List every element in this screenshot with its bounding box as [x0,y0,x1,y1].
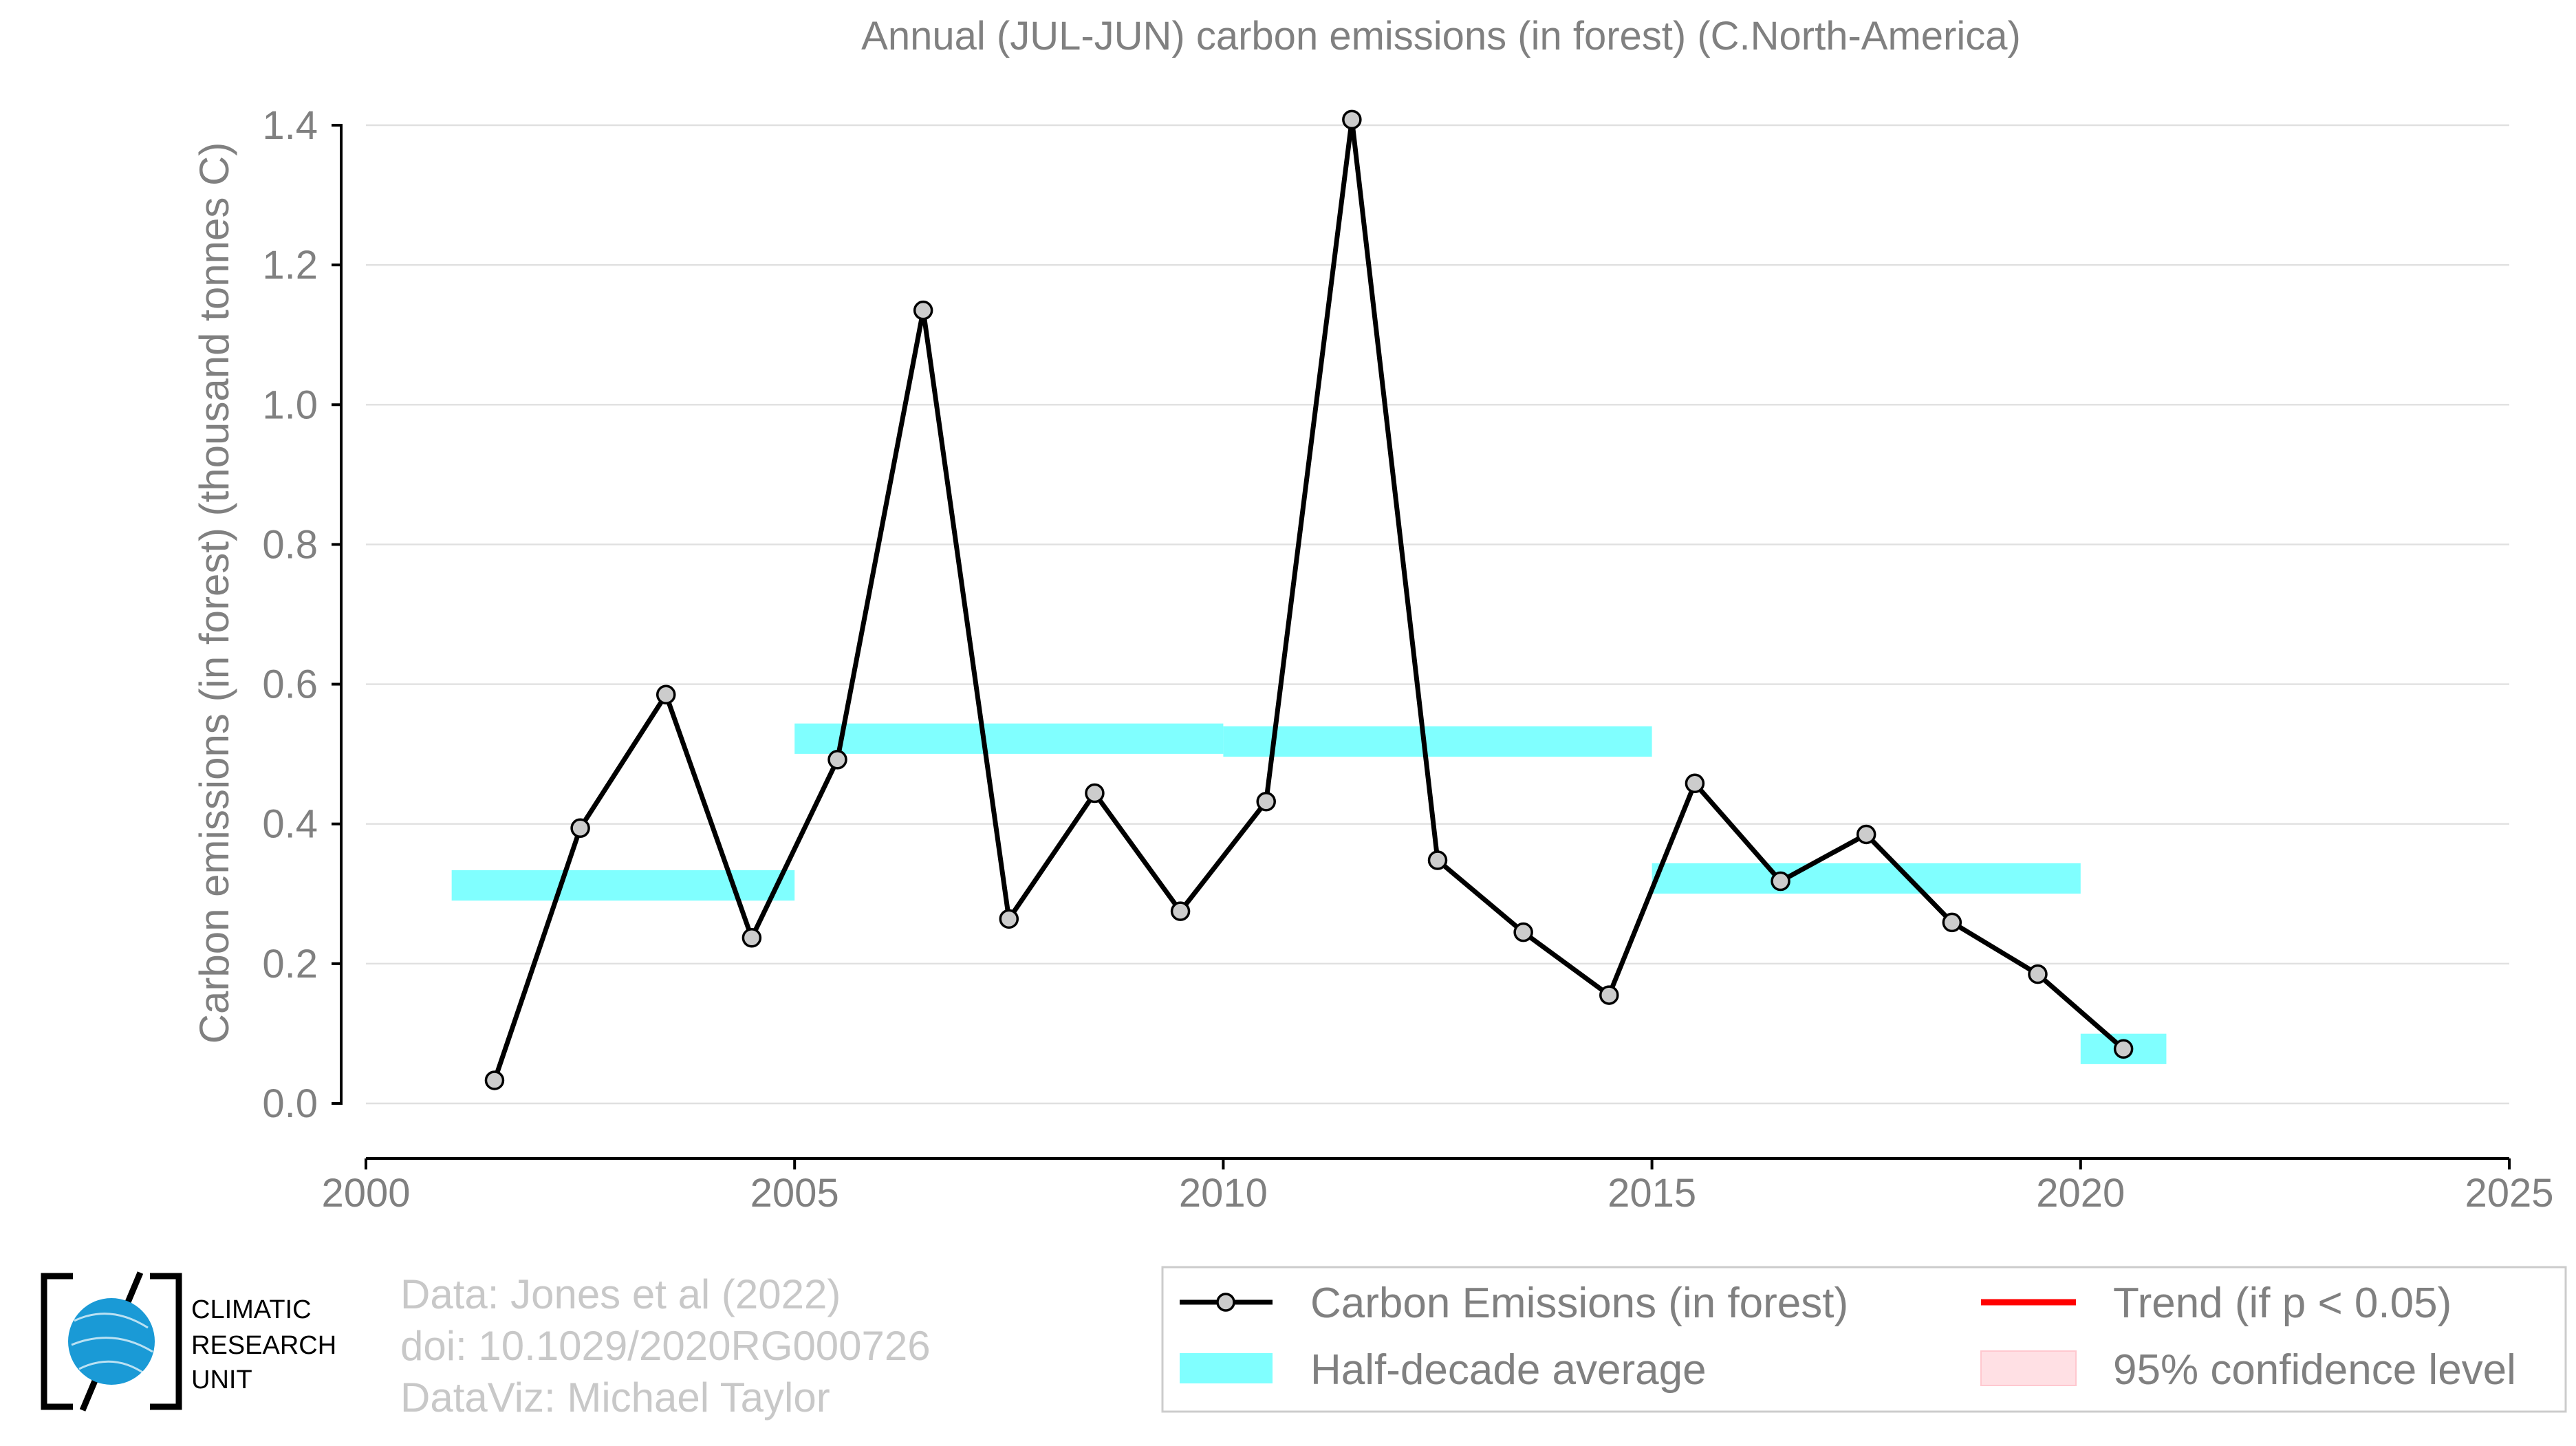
logo-bracket-right [150,1273,182,1410]
y-tick-label-2: 0.4 [262,802,318,847]
data-point-16 [1856,824,1876,845]
half-decade-average-bars [451,723,2167,1064]
data-point-18 [2028,964,2048,984]
y-tick-labels: 0.0 0.2 0.4 0.6 0.8 1.0 1.2 1.4 [262,103,318,1126]
y-tick-label-3: 0.6 [262,662,318,707]
y-tick-label-1: 0.2 [262,942,318,986]
half-decade-bar-0 [451,870,795,901]
legend-frame [1161,1266,2567,1413]
data-point-11 [1427,850,1448,870]
data-point-2 [656,684,676,705]
credits-dataviz: DataViz: Michael Taylor [400,1374,830,1421]
half-decade-bar-3 [1652,863,2081,894]
globe-lines [71,1313,153,1376]
data-point-12 [1513,922,1533,942]
cru-logo: CLIMATIC RESEARCH UNIT [41,1271,336,1412]
logo-text-climatic: CLIMATIC [191,1295,312,1324]
data-point-5 [913,300,933,321]
credits-data: Data: Jones et al (2022) [400,1271,841,1317]
y-tick-label-4: 0.8 [262,522,318,567]
data-point-1 [570,818,590,839]
y-tick-label-7: 1.4 [262,103,318,148]
emissions-series [484,109,2134,1090]
legend: Carbon Emissions (in forest) Trend (if p… [1161,1266,2567,1413]
legend-label-confidence: 95% confidence level [2113,1346,2516,1394]
data-point-19 [2113,1039,2134,1059]
data-point-10 [1342,109,1362,130]
data-point-3 [742,928,762,948]
credits-doi: doi: 10.1029/2020RG000726 [400,1323,931,1369]
data-point-8 [1170,901,1191,921]
axes [332,124,2511,1169]
gridlines [366,124,2509,1105]
data-point-6 [999,909,1019,929]
data-point-15 [1771,871,1790,892]
legend-patch-confidence [1980,1350,2077,1386]
x-tick-labels: 2000 2005 2010 2015 2020 2025 [321,1171,2553,1216]
y-axis-label: Carbon emissions (in forest) (thousand t… [191,142,237,1044]
legend-marker-emissions [1216,1293,1235,1312]
data-point-4 [827,750,847,770]
data-point-13 [1599,985,1619,1005]
y-tick-label-5: 1.0 [262,382,318,427]
legend-label-average: Half-decade average [1310,1346,1707,1394]
x-tick-label-4: 2020 [2036,1171,2125,1216]
logo-bracket-left [41,1273,73,1410]
x-tick-label-3: 2015 [1608,1171,1696,1216]
y-tick-label-6: 1.2 [262,243,318,288]
legend-label-emissions: Carbon Emissions (in forest) [1310,1280,1848,1327]
x-tick-label-5: 2025 [2465,1171,2553,1216]
chart-title: Annual (JUL-JUN) carbon emissions (in fo… [861,14,2021,58]
data-point-14 [1685,773,1705,794]
x-tick-label-0: 2000 [321,1171,410,1216]
series-line-0 [492,117,2125,1081]
data-point-7 [1085,783,1105,803]
data-point-0 [484,1070,505,1090]
logo-text-research: RESEARCH [191,1331,336,1360]
half-decade-bar-2 [1223,726,1652,757]
half-decade-bar-1 [794,723,1224,754]
legend-label-trend: Trend (if p < 0.05) [2113,1280,2451,1327]
logo-text-unit: UNIT [191,1366,252,1394]
y-tick-label-0: 0.0 [262,1081,318,1126]
x-tick-label-1: 2005 [750,1171,839,1216]
data-point-9 [1256,791,1276,812]
data-point-17 [1942,912,1962,933]
legend-band-average [1180,1353,1273,1383]
x-tick-label-2: 2010 [1179,1171,1268,1216]
